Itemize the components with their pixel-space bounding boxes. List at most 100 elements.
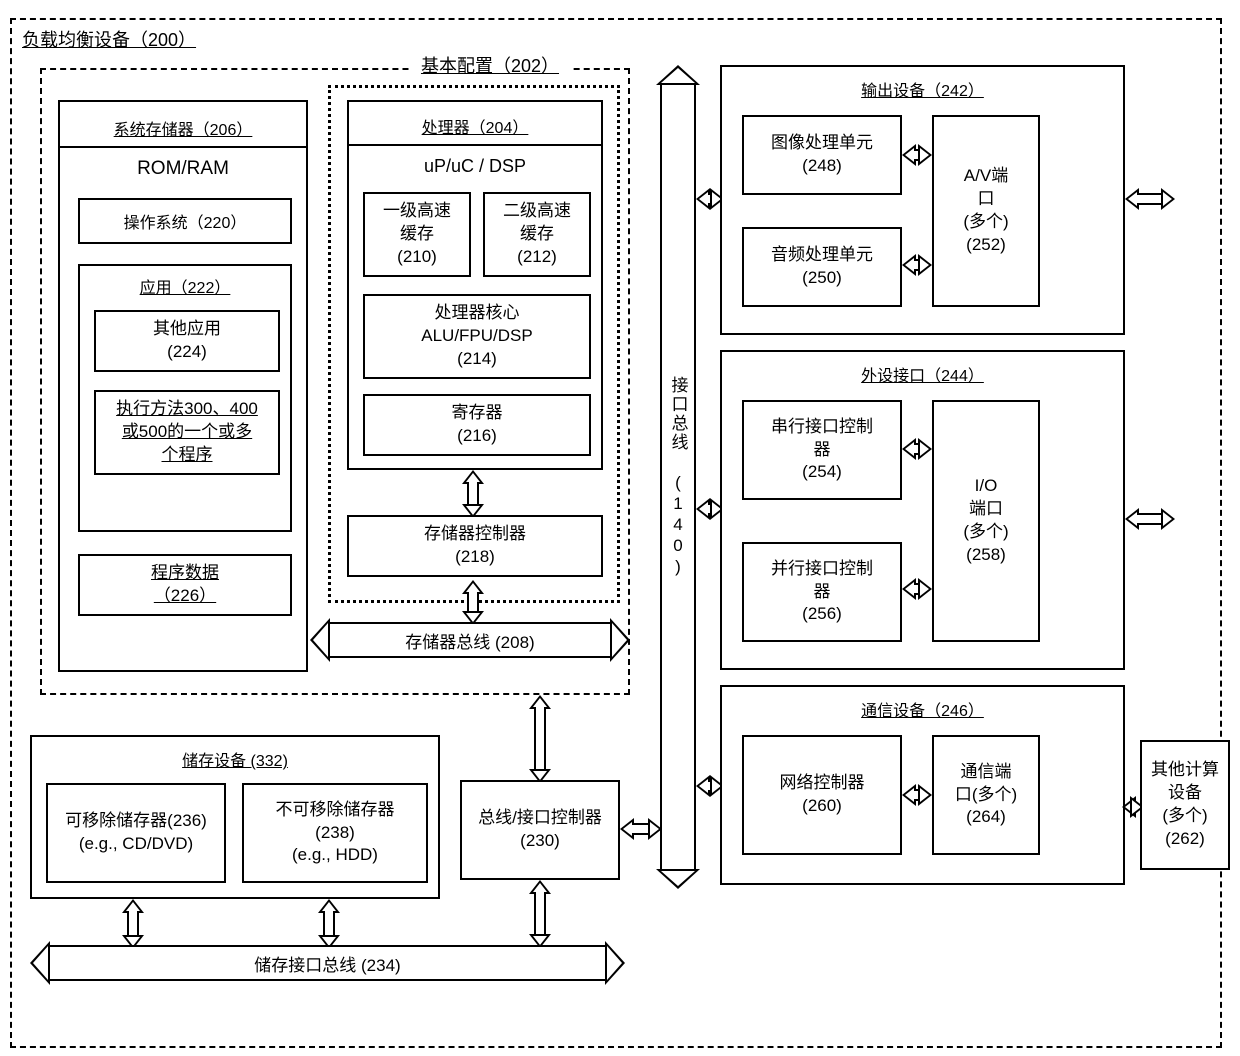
gpu-1: (248) [748, 155, 896, 178]
oc-3: (262) [1146, 828, 1224, 851]
l2-0: 二级高速 [503, 201, 571, 220]
core-2: (214) [457, 349, 497, 368]
io-0: I/O [938, 475, 1034, 498]
other-apps-box: 其他应用 (224) [94, 310, 280, 372]
system-memory-box: 系统存储器（206） ROM/RAM 操作系统（220） 应用（222） 其他应… [58, 100, 308, 672]
arrow-gpu-av [902, 144, 932, 166]
l2-cache-box: 二级高速 缓存 (212) [483, 192, 591, 277]
sys-mem-subtitle: ROM/RAM [60, 158, 306, 180]
other-apps-l1: 其他应用 [153, 319, 221, 338]
periph-box: 外设接口（244） 串行接口控制 器 (254) 并行接口控制 器 (256) … [720, 350, 1125, 670]
storage-bus: 储存接口总线 (234) [30, 945, 625, 981]
l1-cache-box: 一级高速 缓存 (210) [363, 192, 471, 277]
root-title: 负载均衡设备（200） [22, 26, 196, 52]
output-box: 输出设备（242） 图像处理单元 (248) 音频处理单元 (250) A/V端… [720, 65, 1125, 335]
reg-0: 寄存器 [452, 403, 503, 422]
comm-port-box: 通信端 口(多个) (264) [932, 735, 1040, 855]
nrem-0: 不可移除储存器 [248, 799, 422, 822]
arrow-cfg-busif [529, 695, 551, 783]
storage-title: 储存设备 (332) [32, 747, 438, 771]
apps-title: 应用（222） [80, 274, 290, 298]
oc-2: (多个) [1146, 805, 1224, 828]
pd-l2: （226） [154, 586, 216, 605]
bif-1: (230) [466, 830, 614, 853]
exec-l2: 或500的一个或多 [122, 422, 252, 441]
nc-1: (260) [748, 795, 896, 818]
storage-box: 储存设备 (332) 可移除储存器(236) (e.g., CD/DVD) 不可… [30, 735, 440, 899]
av-3: (252) [938, 234, 1034, 257]
serial-box: 串行接口控制 器 (254) [742, 400, 902, 500]
exec-methods-box: 执行方法300、400 或500的一个或多 个程序 [94, 390, 280, 475]
audio-box: 音频处理单元 (250) [742, 227, 902, 307]
oc-1: 设备 [1146, 782, 1224, 805]
av-port-box: A/V端 口 (多个) (252) [932, 115, 1040, 307]
rem-1: (e.g., CD/DVD) [52, 833, 220, 856]
exec-l1: 执行方法300、400 [116, 399, 258, 418]
removable-box: 可移除储存器(236) (e.g., CD/DVD) [46, 783, 226, 883]
cp-0: 通信端 [938, 761, 1034, 784]
aud-0: 音频处理单元 [748, 244, 896, 267]
io-port-box: I/O 端口 (多个) (258) [932, 400, 1040, 642]
os-label: 操作系统（220） [124, 209, 247, 233]
gpu-0: 图像处理单元 [748, 132, 896, 155]
reg-1: (216) [457, 426, 497, 445]
ser-1: 器 [748, 439, 896, 462]
bus-if-box: 总线/接口控制器 (230) [460, 780, 620, 880]
ser-2: (254) [748, 461, 896, 484]
core-box: 处理器核心 ALU/FPU/DSP (214) [363, 294, 591, 379]
arrow-busif-sbus [529, 880, 551, 948]
nrem-2: (e.g., HDD) [248, 844, 422, 867]
arrow-av-ext [1125, 188, 1175, 210]
av-1: 口 [938, 188, 1034, 211]
rem-0: 可移除储存器(236) [52, 810, 220, 833]
register-box: 寄存器 (216) [363, 394, 591, 456]
storage-bus-label: 储存接口总线 (234) [254, 951, 400, 976]
arrow-io-ext [1125, 508, 1175, 530]
l1-0: 一级高速 [383, 201, 451, 220]
l1-1: 缓存 [400, 224, 434, 243]
other-apps-l2: (224) [167, 342, 207, 361]
comm-title: 通信设备（246） [722, 697, 1123, 721]
ser-0: 串行接口控制 [748, 416, 896, 439]
divider [60, 146, 306, 148]
l2-1: 缓存 [520, 224, 554, 243]
arrow-proc-memctrl [462, 470, 484, 518]
par-1: 器 [748, 581, 896, 604]
exec-l3: 个程序 [162, 445, 213, 464]
nc-0: 网络控制器 [748, 772, 896, 795]
av-2: (多个) [938, 211, 1034, 234]
par-2: (256) [748, 603, 896, 626]
memory-bus-label: 存储器总线 (208) [405, 628, 534, 653]
apps-box: 应用（222） 其他应用 (224) 执行方法300、400 或500的一个或多… [78, 264, 292, 532]
os-box: 操作系统（220） [78, 198, 292, 244]
arrow-nrem-bus [318, 899, 340, 949]
arrow-par-io [902, 578, 932, 600]
nrem-1: (238) [248, 822, 422, 845]
output-title: 输出设备（242） [722, 77, 1123, 101]
basic-config-title: 基本配置（202） [410, 52, 570, 78]
other-compute-box: 其他计算 设备 (多个) (262) [1140, 740, 1230, 870]
io-3: (258) [938, 544, 1034, 567]
interface-bus: 接口总线 (140) [660, 65, 696, 889]
l2-2: (212) [517, 247, 557, 266]
aud-1: (250) [748, 267, 896, 290]
arrow-busif-ifbus [620, 818, 662, 840]
pd-l1: 程序数据 [151, 563, 219, 582]
oc-0: 其他计算 [1146, 759, 1224, 782]
io-2: (多个) [938, 521, 1034, 544]
proc-subtitle: uP/uC / DSP [349, 156, 601, 177]
interface-bus-label: 接口总线 (140) [666, 376, 691, 578]
periph-title: 外设接口（244） [722, 362, 1123, 386]
io-1: 端口 [938, 498, 1034, 521]
arrow-aud-av [902, 254, 932, 276]
divider2 [349, 144, 601, 146]
arrow-rem-bus [122, 899, 144, 949]
proc-title: 处理器（204） [349, 114, 601, 138]
mc-1: (218) [455, 547, 495, 566]
memory-bus: 存储器总线 (208) [310, 622, 630, 658]
arrow-memctrl-membus [462, 580, 484, 625]
cp-1: 口(多个) [938, 784, 1034, 807]
l1-2: (210) [397, 247, 437, 266]
net-ctrl-box: 网络控制器 (260) [742, 735, 902, 855]
sys-mem-title: 系统存储器（206） [60, 116, 306, 140]
